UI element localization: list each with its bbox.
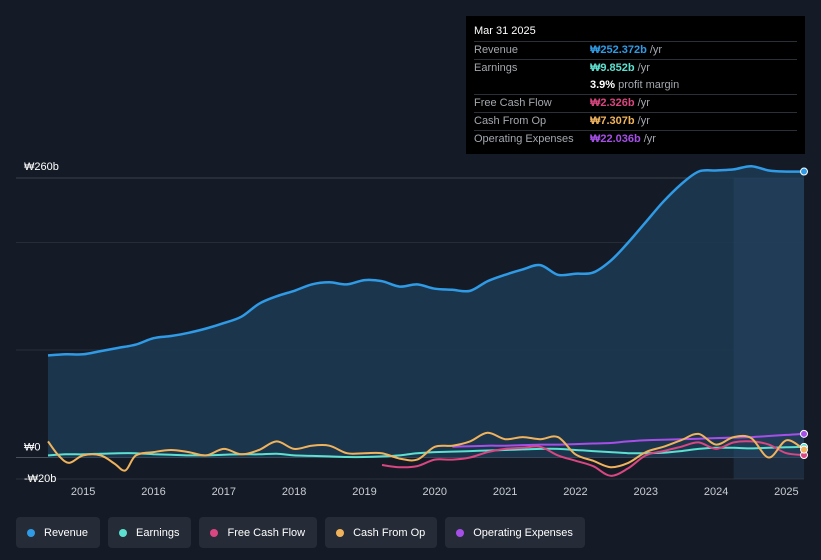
- legend-dot-icon: [27, 528, 35, 537]
- legend-dot-icon: [119, 528, 128, 537]
- tooltip-label: Earnings: [474, 62, 518, 74]
- x-tick-label: 2022: [563, 486, 587, 498]
- revenue-end-marker: [800, 167, 808, 176]
- tooltip-label: Revenue: [474, 44, 519, 56]
- tooltip-label-spacer: [474, 77, 590, 94]
- x-tick-label: 2024: [704, 486, 728, 498]
- legend-label: Free Cash Flow: [227, 526, 306, 539]
- tooltip-unit: /yr: [637, 97, 650, 109]
- tooltip-row-margin: 3.9% profit margin: [474, 77, 797, 94]
- legend-label: Earnings: [136, 526, 180, 539]
- cash-from-op-end-marker: [800, 445, 808, 454]
- x-tick-label: 2018: [282, 486, 306, 498]
- tooltip-row-operating-expenses: Operating Expenses ₩22.036b /yr: [474, 130, 797, 148]
- x-tick-label: 2023: [634, 486, 658, 498]
- tooltip-unit: /yr: [637, 115, 650, 127]
- tooltip-value: ₩9.852b: [590, 62, 635, 74]
- tooltip-row-free-cash-flow: Free Cash Flow ₩2.326b /yr: [474, 94, 797, 112]
- x-tick-label: 2019: [352, 486, 376, 498]
- tooltip-value: ₩252.372b: [590, 44, 647, 56]
- end-markers: [800, 167, 808, 460]
- profit-margin-value: 3.9%: [590, 79, 616, 91]
- y-axis-labels: ₩260b ₩0 -₩20b: [24, 161, 59, 485]
- x-tick-label: 2017: [212, 486, 236, 498]
- legend-item-operating-expenses[interactable]: Operating Expenses: [445, 517, 585, 548]
- tooltip-value: ₩7.307b: [590, 115, 635, 127]
- tooltip-row-revenue: Revenue ₩252.372b /yr: [474, 41, 797, 59]
- legend-item-revenue[interactable]: Revenue: [16, 517, 101, 548]
- tooltip-unit: /yr: [649, 44, 663, 56]
- series-layer: [47, 164, 805, 477]
- legend-dot-icon: [336, 528, 345, 537]
- legend-dot-icon: [210, 528, 219, 537]
- legend-label: Revenue: [44, 526, 89, 539]
- y-tick-label: ₩260b: [24, 161, 59, 173]
- free-cash-flow-line: [381, 440, 805, 477]
- legend-item-earnings[interactable]: Earnings: [108, 517, 192, 548]
- legend-label: Cash From Op: [353, 526, 426, 539]
- legend-item-cash-from-op[interactable]: Cash From Op: [325, 517, 438, 548]
- profit-margin-label: profit margin: [618, 79, 680, 91]
- tooltip-row-cash-from-op: Cash From Op ₩7.307b /yr: [474, 112, 797, 130]
- y-tick-label: -₩20b: [24, 473, 56, 485]
- x-tick-label: 2021: [493, 486, 517, 498]
- x-tick-label: 2020: [423, 486, 447, 498]
- legend-item-free-cash-flow[interactable]: Free Cash Flow: [199, 517, 318, 548]
- tooltip-row-earnings: Earnings ₩9.852b /yr: [474, 59, 797, 77]
- tooltip-label: Cash From Op: [474, 115, 547, 127]
- tooltip-label: Operating Expenses: [474, 133, 574, 145]
- tooltip-unit: /yr: [637, 62, 650, 74]
- x-tick-label: 2015: [71, 486, 95, 498]
- tooltip-value: ₩2.326b: [590, 97, 635, 109]
- x-axis-labels: 2015 2016 2017 2018 2019 2020 2021 2022 2023 2024…: [71, 486, 799, 498]
- tooltip-label: Free Cash Flow: [474, 97, 552, 109]
- tooltip-unit: /yr: [643, 133, 656, 145]
- cash-from-op-line: [47, 431, 805, 472]
- operating-expenses-line: [452, 432, 805, 448]
- y-tick-label: ₩0: [24, 442, 41, 454]
- revenue-line: [47, 164, 805, 357]
- x-tick-label: 2016: [141, 486, 165, 498]
- tooltip-value: ₩22.036b: [590, 133, 641, 145]
- legend-dot-icon: [456, 528, 465, 537]
- operating-expenses-end-marker: [800, 429, 808, 438]
- tooltip: Mar 31 2025 Revenue ₩252.372b /yr Earnin…: [466, 16, 805, 154]
- tooltip-date: Mar 31 2025: [474, 25, 536, 37]
- revenue-area: [48, 166, 804, 458]
- legend: Revenue Earnings Free Cash Flow Cash Fro…: [16, 517, 585, 548]
- legend-label: Operating Expenses: [473, 526, 573, 539]
- chart: ₩260b ₩0 -₩20b 2015 2016 2017 2018 2019 2020 202…: [16, 161, 808, 498]
- x-tick-label: 2025: [774, 486, 798, 498]
- highlight-band: [733, 178, 804, 479]
